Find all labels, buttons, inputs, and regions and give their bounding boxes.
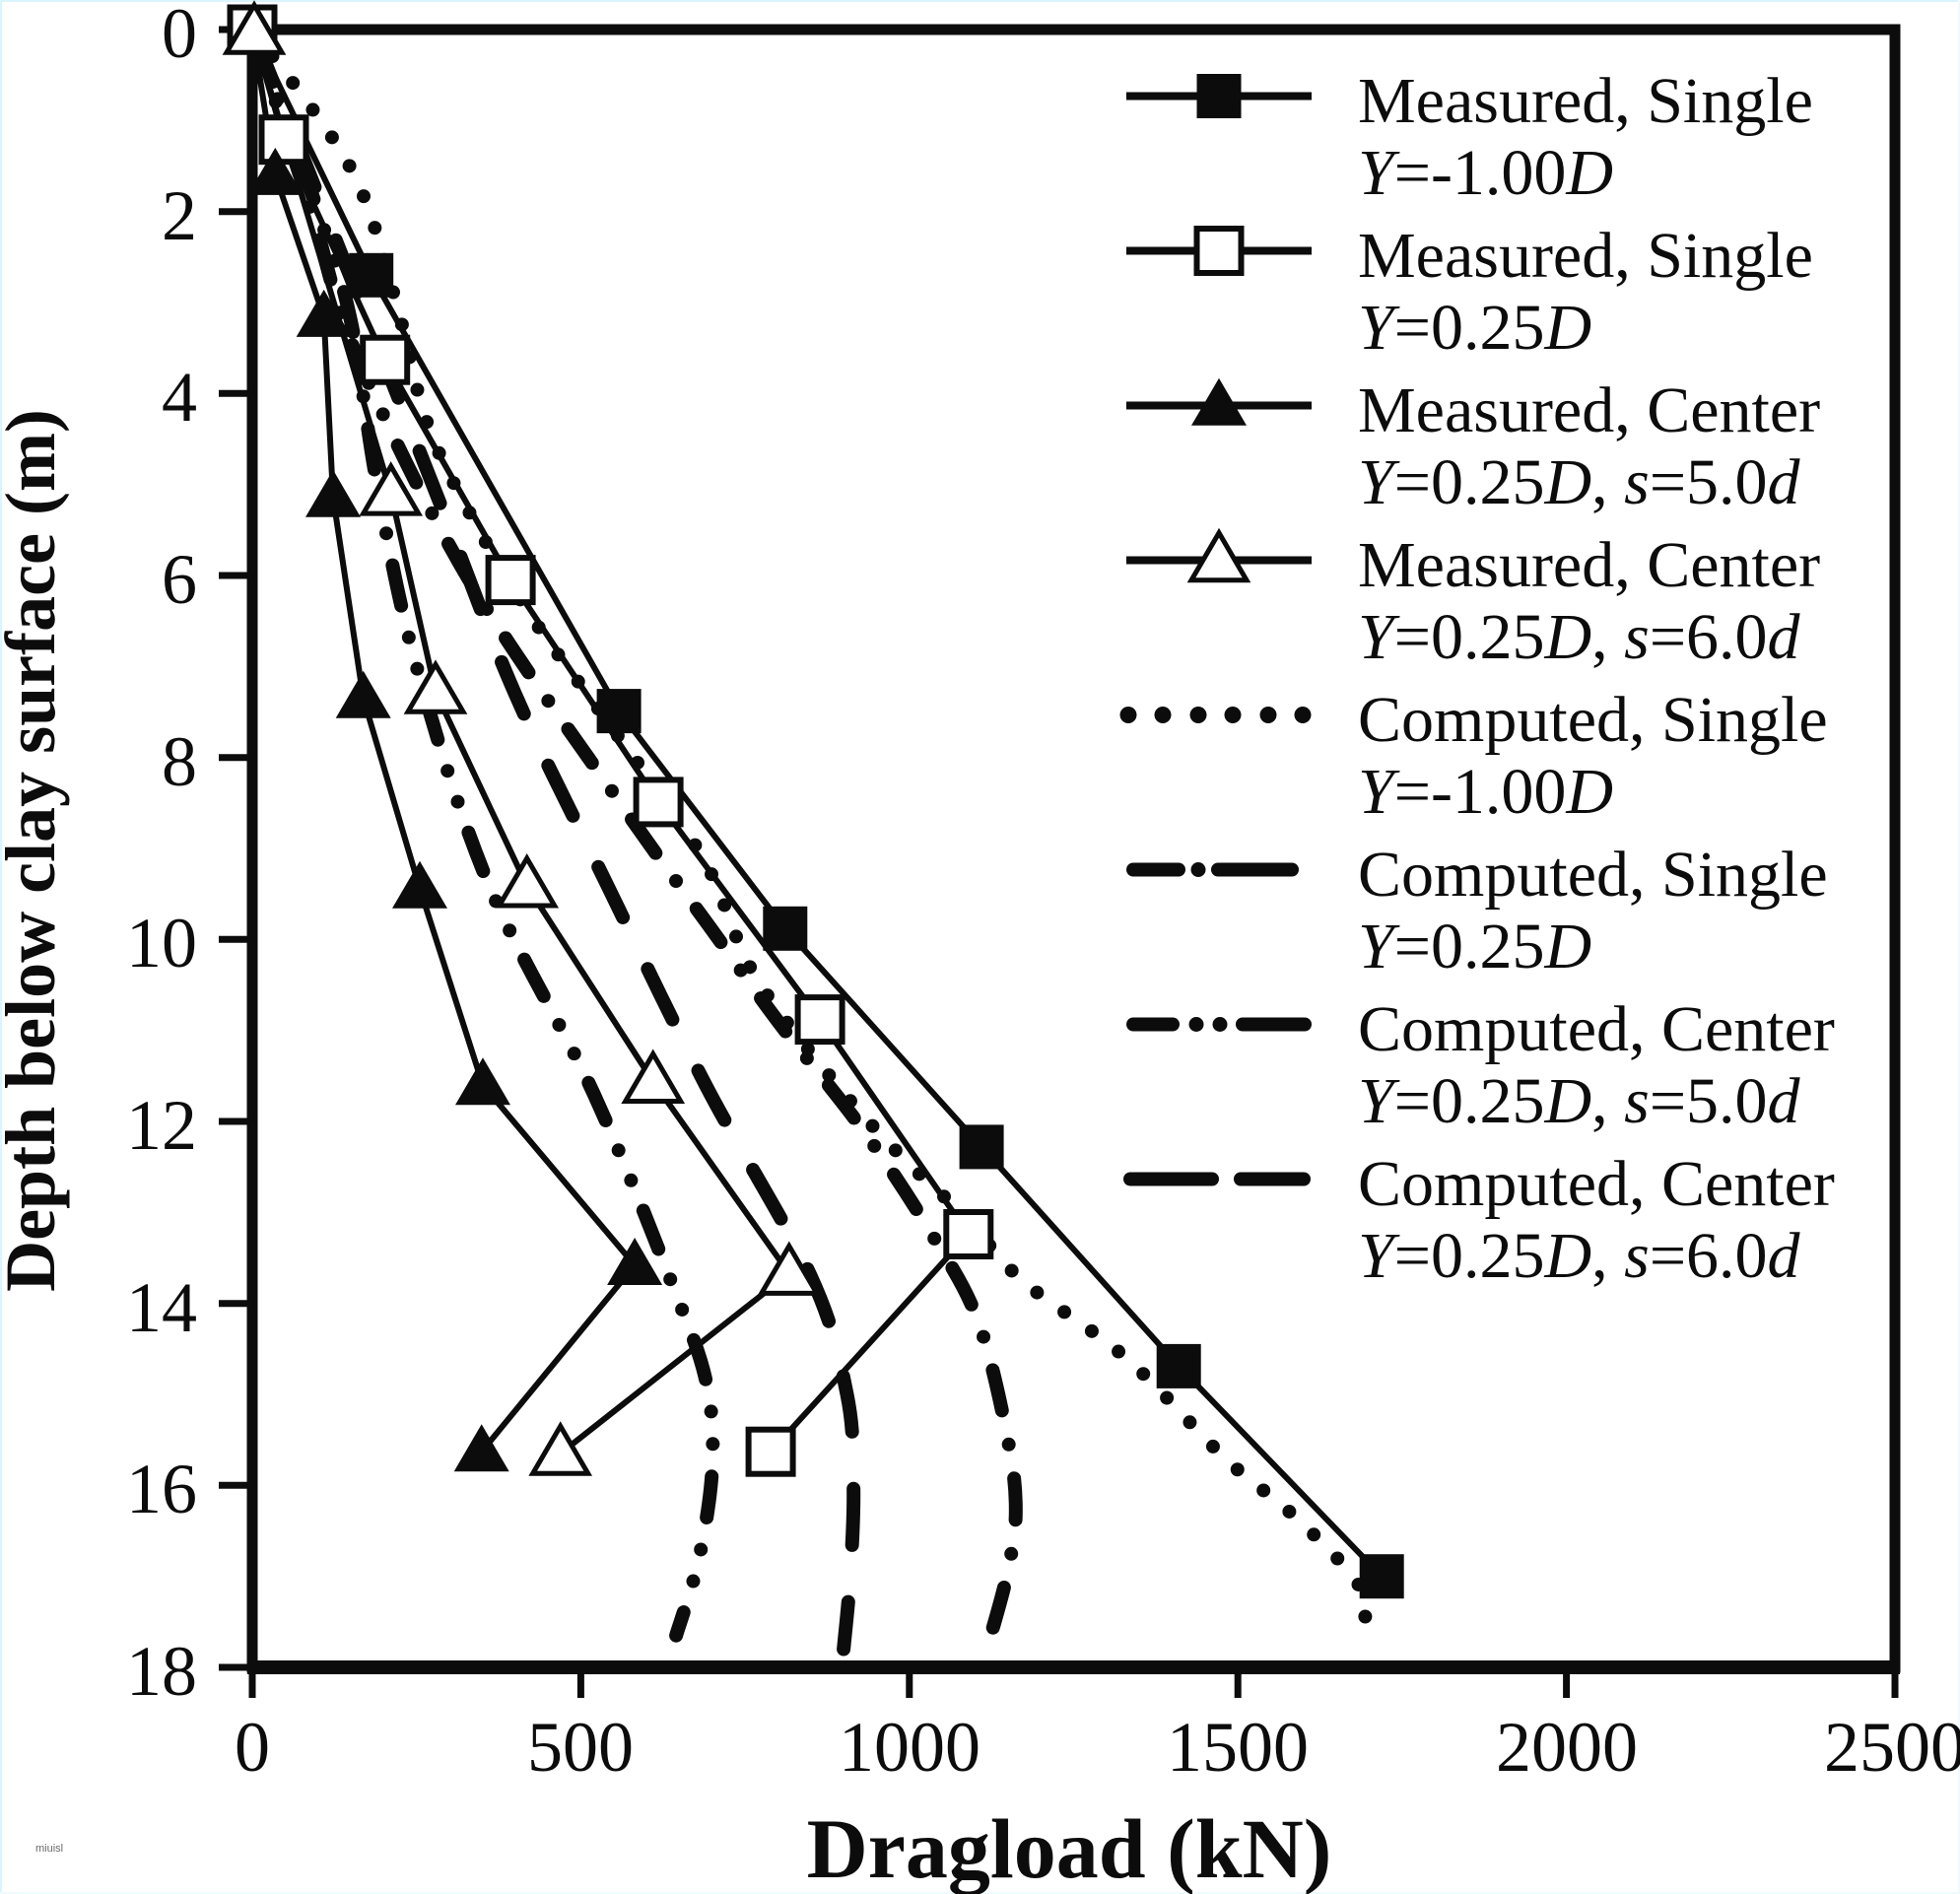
svg-text:Measured, Single: Measured, Single	[1358, 65, 1813, 137]
svg-text:Computed, Single: Computed, Single	[1358, 684, 1828, 756]
svg-text:Measured, Center: Measured, Center	[1358, 374, 1820, 446]
svg-text:Y=-1.00D: Y=-1.00D	[1358, 756, 1613, 828]
svg-text:500: 500	[527, 1708, 634, 1787]
svg-text:4: 4	[162, 358, 197, 437]
svg-text:Dragload (kN): Dragload (kN)	[807, 1801, 1332, 1894]
svg-text:0: 0	[235, 1708, 270, 1787]
svg-text:Measured, Center: Measured, Center	[1358, 529, 1820, 601]
svg-text:2: 2	[162, 176, 197, 255]
svg-text:1000: 1000	[839, 1708, 980, 1787]
svg-text:Measured, Single: Measured, Single	[1358, 220, 1813, 292]
svg-text:Depth below clay surface (m): Depth below clay surface (m)	[0, 409, 70, 1292]
svg-text:2000: 2000	[1496, 1708, 1638, 1787]
svg-text:10: 10	[126, 904, 197, 982]
svg-text:Y=0.25D: Y=0.25D	[1358, 911, 1591, 982]
svg-text:12: 12	[126, 1086, 197, 1165]
svg-text:Y=0.25D, s=5.0d: Y=0.25D, s=5.0d	[1358, 446, 1801, 518]
svg-text:Y=0.25D, s=5.0d: Y=0.25D, s=5.0d	[1358, 1065, 1801, 1137]
svg-text:18: 18	[126, 1632, 197, 1711]
svg-text:0: 0	[162, 0, 197, 73]
svg-text:Y=-1.00D: Y=-1.00D	[1358, 137, 1613, 209]
svg-text:16: 16	[126, 1450, 197, 1528]
svg-text:6: 6	[162, 540, 197, 619]
svg-text:Computed, Center: Computed, Center	[1358, 993, 1835, 1065]
svg-text:1500: 1500	[1167, 1708, 1309, 1787]
svg-text:Computed, Center: Computed, Center	[1358, 1148, 1835, 1220]
svg-text:8: 8	[162, 722, 197, 801]
svg-text:Computed, Single: Computed, Single	[1358, 839, 1828, 911]
svg-text:miuisl: miuisl	[35, 1843, 63, 1855]
svg-text:Y=0.25D, s=6.0d: Y=0.25D, s=6.0d	[1358, 1220, 1801, 1292]
svg-text:14: 14	[126, 1268, 197, 1347]
svg-text:Y=0.25D, s=6.0d: Y=0.25D, s=6.0d	[1358, 601, 1801, 673]
svg-text:2500: 2500	[1824, 1708, 1960, 1787]
svg-text:Y=0.25D: Y=0.25D	[1358, 292, 1591, 364]
